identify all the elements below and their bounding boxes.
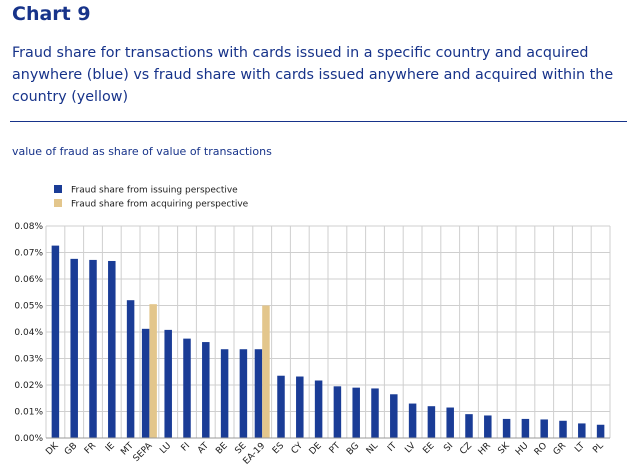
- bar-issuing: [390, 394, 398, 438]
- x-tick-label: GB: [63, 441, 79, 457]
- bar-issuing: [183, 338, 191, 438]
- x-tick-label: BG: [345, 441, 361, 457]
- y-tick-label: 0.08%: [14, 222, 43, 232]
- bar-issuing: [596, 424, 605, 438]
- bar-issuing: [333, 386, 342, 438]
- x-tick-label: IE: [104, 441, 117, 454]
- bar-issuing: [521, 418, 530, 438]
- bar-issuing: [352, 387, 360, 438]
- x-tick-label: BE: [214, 441, 230, 457]
- x-tick-label: AT: [196, 441, 211, 456]
- bar-issuing: [371, 388, 379, 438]
- legend-swatch-acquiring: [54, 199, 62, 207]
- chart-title: Fraud share for transactions with cards …: [12, 45, 614, 105]
- x-tick-label: PL: [591, 441, 605, 455]
- bar-acquiring: [149, 304, 157, 438]
- y-tick-label: 0.00%: [14, 434, 43, 444]
- bar-issuing: [108, 260, 116, 438]
- y-tick-label: 0.04%: [14, 328, 43, 338]
- bar-issuing: [465, 414, 473, 438]
- x-tick-label: SI: [442, 441, 455, 454]
- x-tick-label: FI: [180, 441, 193, 454]
- bar-issuing: [540, 419, 548, 438]
- bar-issuing: [141, 328, 150, 438]
- x-tick-label: EE: [421, 441, 436, 456]
- x-tick-label: CY: [290, 441, 306, 457]
- x-tick-label: SK: [496, 440, 512, 456]
- bar-issuing: [296, 376, 304, 438]
- x-tick-label: CZ: [458, 441, 474, 457]
- bar-issuing: [446, 407, 454, 438]
- y-tick-label: 0.07%: [14, 249, 43, 259]
- bar-issuing: [578, 423, 586, 438]
- x-tick-label: FR: [83, 441, 98, 456]
- x-tick-label: DK: [44, 440, 61, 457]
- bar-issuing: [220, 349, 229, 438]
- chart-label: Chart 9: [12, 3, 91, 25]
- x-tick-label: GR: [552, 441, 568, 457]
- bar-issuing: [502, 418, 511, 438]
- x-tick-label: ES: [271, 441, 286, 456]
- bar-issuing: [484, 415, 492, 438]
- bar-issuing: [427, 406, 436, 438]
- y-tick-label: 0.02%: [14, 381, 43, 391]
- legend-swatch-issuing: [54, 185, 62, 193]
- bar-issuing: [314, 380, 323, 438]
- x-tick-label: EA-19: [242, 441, 268, 467]
- x-tick-label: LT: [573, 441, 587, 455]
- bar-issuing: [51, 245, 60, 438]
- y-tick-label: 0.06%: [14, 275, 43, 285]
- bar-issuing: [277, 375, 285, 438]
- bar-acquiring: [262, 305, 270, 438]
- x-tick-label: RO: [533, 441, 550, 458]
- x-tick-label: PT: [328, 441, 343, 456]
- x-tick-label: DE: [308, 441, 324, 457]
- legend-label-issuing: Fraud share from issuing perspective: [71, 186, 238, 196]
- divider: [10, 121, 627, 122]
- bar-issuing: [239, 349, 248, 438]
- legend-label-acquiring: Fraud share from acquiring perspective: [71, 200, 249, 210]
- x-tick-label: SEPA: [132, 440, 156, 464]
- x-tick-label: NL: [365, 441, 380, 456]
- y-tick-label: 0.01%: [14, 408, 43, 418]
- x-tick-label: LV: [403, 440, 418, 455]
- bar-issuing: [254, 349, 263, 438]
- x-tick-label: LU: [158, 441, 173, 456]
- x-tick-label: HU: [514, 441, 531, 458]
- bar-issuing: [70, 258, 78, 438]
- bar-issuing: [164, 329, 172, 438]
- bar-issuing: [126, 300, 135, 438]
- x-tick-label: HR: [477, 441, 493, 457]
- bar-issuing: [559, 420, 567, 438]
- unit-label: value of fraud as share of value of tran…: [12, 145, 272, 158]
- bar-issuing: [408, 403, 417, 438]
- bar-issuing: [89, 259, 97, 438]
- x-tick-label: IT: [386, 441, 399, 454]
- y-tick-label: 0.05%: [14, 302, 43, 312]
- bar-issuing: [202, 342, 210, 438]
- y-tick-label: 0.03%: [14, 355, 43, 365]
